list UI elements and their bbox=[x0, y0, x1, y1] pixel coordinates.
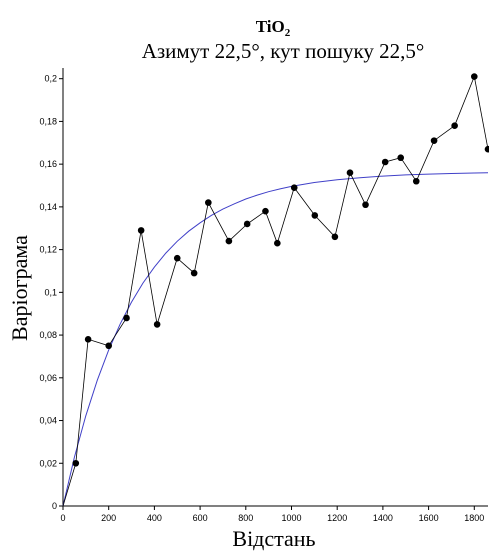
x-axis-ticks: 0 200 400 600 800 1000 1200 1400 1600 1800 bbox=[60, 506, 484, 523]
data-point bbox=[153, 321, 161, 328]
chart-subtitle: Азимут 22,5°, кут пошуку 22,5° bbox=[142, 39, 425, 63]
chart-title-main: TiO bbox=[256, 17, 285, 36]
x-tick-label: 600 bbox=[193, 513, 208, 523]
y-tick-label: 0,02 bbox=[39, 458, 57, 468]
x-tick-label: 1400 bbox=[373, 513, 393, 523]
data-point bbox=[331, 233, 339, 241]
model-curve bbox=[62, 172, 489, 507]
y-tick-label: 0,2 bbox=[44, 74, 57, 84]
data-point bbox=[412, 177, 420, 185]
data-point bbox=[137, 227, 145, 234]
x-tick-label: 800 bbox=[238, 513, 253, 523]
data-point bbox=[311, 212, 319, 219]
y-tick-label: 0,1 bbox=[44, 287, 57, 297]
data-point bbox=[430, 137, 438, 144]
chart-title-subscript: 2 bbox=[285, 27, 291, 39]
data-point bbox=[72, 459, 80, 467]
y-tick-label: 0,04 bbox=[39, 416, 57, 426]
x-tick-label: 1800 bbox=[464, 513, 484, 523]
experimental-line bbox=[62, 75, 489, 507]
axes bbox=[62, 68, 488, 507]
data-point bbox=[290, 184, 298, 191]
x-tick-label: 1200 bbox=[327, 513, 347, 523]
data-point bbox=[484, 145, 489, 153]
y-tick-label: 0,12 bbox=[39, 245, 57, 255]
y-tick-label: 0,06 bbox=[39, 373, 57, 383]
y-tick-label: 0,16 bbox=[39, 159, 57, 169]
data-point bbox=[84, 336, 92, 343]
x-tick-label: 1600 bbox=[419, 513, 439, 523]
x-tick-label: 0 bbox=[60, 513, 65, 523]
data-point bbox=[274, 239, 281, 247]
data-point bbox=[205, 199, 212, 206]
x-tick-label: 200 bbox=[101, 513, 116, 523]
data-point bbox=[262, 207, 269, 215]
y-axis-ticks: 0 0,02 0,04 0,06 0,08 0,1 0,12 0,14 0,16 0,18 0,2 bbox=[39, 74, 63, 511]
data-point bbox=[173, 254, 181, 262]
y-tick-label: 0,18 bbox=[39, 116, 57, 126]
data-point bbox=[470, 73, 478, 80]
data-point bbox=[381, 158, 389, 166]
data-point bbox=[346, 169, 354, 176]
data-point bbox=[123, 314, 130, 322]
plot-area bbox=[62, 73, 489, 507]
data-point bbox=[225, 237, 233, 245]
x-tick-label: 1000 bbox=[281, 513, 301, 523]
data-point bbox=[243, 220, 251, 228]
chart-title: TiO2 bbox=[256, 17, 291, 39]
data-point bbox=[397, 154, 405, 162]
y-tick-label: 0,14 bbox=[39, 202, 57, 212]
y-tick-label: 0,08 bbox=[39, 330, 57, 340]
x-tick-label: 400 bbox=[147, 513, 162, 523]
y-axis-label: Варіограма bbox=[7, 235, 32, 341]
x-axis-label: Відстань bbox=[232, 526, 315, 551]
data-point bbox=[105, 342, 112, 350]
data-point bbox=[451, 122, 458, 129]
data-point bbox=[362, 201, 369, 209]
data-point bbox=[190, 269, 198, 277]
y-tick-label: 0 bbox=[52, 501, 57, 511]
